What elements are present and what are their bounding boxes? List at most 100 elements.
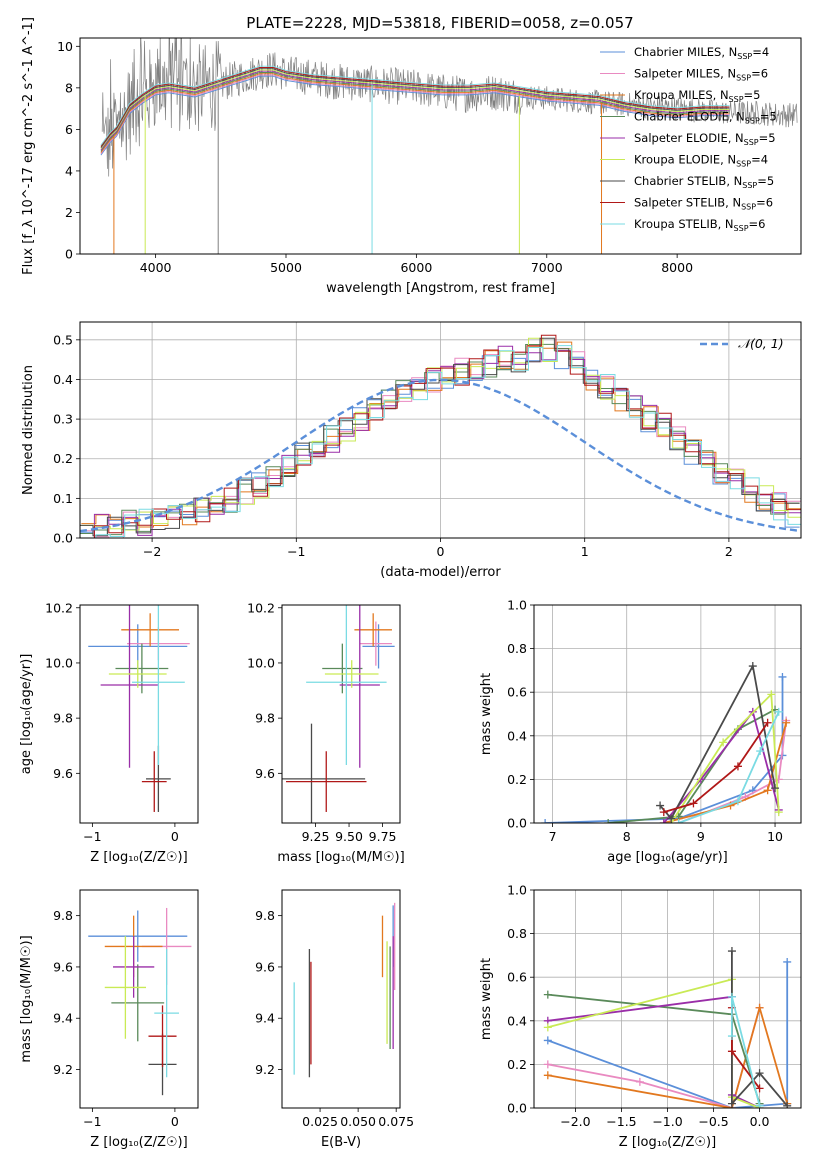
x-tick-label: 8000 — [661, 260, 693, 275]
model-spectrum-line — [100, 68, 730, 148]
errorbar-point — [104, 936, 147, 1039]
weight-vs-z-plot-area — [543, 947, 792, 1108]
y-tick-label: 9.2 — [53, 1062, 73, 1077]
weight-marker — [543, 1071, 552, 1080]
legend-label: Kroupa MILES, NSSP=5 — [634, 88, 760, 104]
y-tick-label: 0.8 — [507, 926, 527, 941]
x-axis-label: (data-model)/error — [380, 565, 501, 580]
model-spectrum-line — [100, 69, 730, 150]
errorbar-point — [88, 910, 188, 962]
weight-marker — [543, 1036, 552, 1045]
gaussian-curve — [80, 378, 801, 533]
residuals-plot-area — [80, 334, 801, 538]
weight-marker — [635, 1077, 644, 1086]
errorbar-point — [121, 613, 180, 647]
spectrum-plot-area — [100, 38, 798, 254]
x-tick-label: 9.50 — [335, 829, 363, 844]
weight-marker — [756, 747, 765, 756]
errorbar-point — [100, 605, 159, 768]
y-tick-label: 0.0 — [507, 816, 527, 831]
x-tick-label: 10 — [767, 829, 783, 844]
weight-marker — [543, 1060, 552, 1069]
y-tick-label: 6 — [65, 122, 73, 137]
y-axis-label: Flux [f_λ 10^-17 erg cm^-2 s^-1 A^-1] — [21, 17, 36, 275]
model-spectrum-line — [100, 67, 730, 147]
mass-vs-z-panel: −1 0 9.2 9.4 9.6 9.8 Z [log₁₀(Z/Z☉)] mass [log₁… — [19, 889, 199, 1150]
mass-vs-ebv-panel: 0.025 0.050 0.075 9.2 9.4 9.6 9.8 E(B-V) — [255, 889, 414, 1150]
y-axis-label: mass [log₁₀(M/M☉)] — [19, 935, 34, 1062]
legend-label: Salpeter MILES, NSSP=6 — [634, 67, 768, 83]
x-axis-label: Z [log₁₀(Z/Z☉)] — [90, 1135, 187, 1150]
y-axis-label: age [log₁₀(age/yr)] — [19, 654, 34, 775]
errorbar-point — [111, 964, 165, 1042]
weight-marker — [733, 797, 742, 806]
model-spectrum-line — [100, 74, 730, 155]
weight-series-line — [663, 722, 788, 823]
x-tick-label: 1 — [581, 544, 589, 559]
weight-series-line — [608, 708, 776, 823]
y-tick-label: 9.6 — [53, 959, 73, 974]
weight-marker — [727, 992, 736, 1001]
weight-marker — [727, 1047, 736, 1056]
age-vs-mass-panel: 9.25 9.50 9.75 9.6 9.8 10.0 10.2 mass [log₁₀(M/… — [247, 600, 405, 865]
weight-marker — [778, 672, 787, 681]
y-tick-label: 0.0 — [507, 1101, 527, 1116]
model-spectrum-line — [100, 70, 730, 151]
weight-marker — [543, 1023, 552, 1032]
weight-marker — [755, 1084, 764, 1093]
histogram-step-line — [80, 334, 801, 538]
x-tick-label: 9 — [697, 829, 705, 844]
legend-label: Salpeter STELIB, NSSP=6 — [634, 196, 773, 212]
axes-frame — [533, 889, 802, 1109]
y-tick-label: 9.6 — [255, 959, 275, 974]
x-tick-label: −1 — [287, 544, 305, 559]
y-tick-label: 9.2 — [255, 1062, 275, 1077]
y-tick-label: 10.0 — [247, 655, 275, 670]
y-tick-label: 0.4 — [507, 728, 527, 743]
spectrum-legend: Chabrier MILES, NSSP=4 Salpeter MILES, NS… — [600, 45, 777, 233]
y-tick-label: 9.8 — [53, 711, 73, 726]
weight-marker — [767, 690, 776, 699]
errorbar-point — [282, 723, 366, 823]
weight-marker — [748, 662, 757, 671]
age-vs-z-plot-area — [88, 605, 190, 812]
histogram-step-line — [80, 343, 800, 536]
weight-marker — [782, 718, 791, 727]
y-tick-label: 9.6 — [53, 766, 73, 781]
weight-marker — [755, 1101, 764, 1108]
model-spectrum-line — [100, 73, 730, 153]
y-tick-label: 8 — [65, 80, 73, 95]
x-tick-label: 0.050 — [340, 1114, 376, 1129]
y-tick-label: 0.6 — [507, 685, 527, 700]
spectrum-panel: 4000 5000 6000 7000 8000 0 2 4 6 8 10 wavelength [A… — [21, 17, 802, 296]
x-tick-label: 0.075 — [378, 1114, 414, 1129]
y-tick-label: 0.6 — [507, 970, 527, 985]
weight-marker — [667, 814, 676, 823]
weight-series-line — [545, 676, 784, 823]
x-tick-label: 9.75 — [369, 829, 397, 844]
y-tick-label: 10.2 — [247, 600, 275, 615]
x-tick-label: −2.0 — [560, 1114, 590, 1129]
y-tick-label: 0.1 — [53, 491, 73, 506]
model-spectrum-line — [100, 75, 730, 156]
weight-marker — [727, 1099, 736, 1108]
legend-label: Chabrier ELODIE, NSSP=5 — [634, 110, 777, 126]
weight-vs-z-panel: −2.0 −1.5 −1.0 −0.5 0.0 0.0 0.2 0.4 0.6 0.8 1.0 Z [… — [479, 883, 802, 1150]
x-tick-label: 0 — [171, 829, 179, 844]
weight-series-line — [678, 711, 780, 823]
model-spectrum-line — [100, 65, 730, 146]
y-tick-label: 0.5 — [53, 332, 73, 347]
y-tick-label: 10.0 — [45, 655, 73, 670]
x-tick-label: −1.0 — [652, 1114, 682, 1129]
weight-marker — [783, 1101, 792, 1108]
weight-marker — [733, 762, 742, 771]
weight-marker — [727, 1032, 736, 1041]
legend-label: 𝒩(0, 1) — [738, 336, 784, 351]
weight-marker — [604, 819, 613, 823]
weight-marker — [656, 801, 665, 810]
y-tick-label: 9.4 — [255, 1011, 275, 1026]
errorbar-point — [322, 643, 363, 694]
x-tick-label: 0.025 — [302, 1114, 338, 1129]
x-tick-label: −2 — [143, 544, 161, 559]
weight-series-line — [670, 692, 780, 823]
